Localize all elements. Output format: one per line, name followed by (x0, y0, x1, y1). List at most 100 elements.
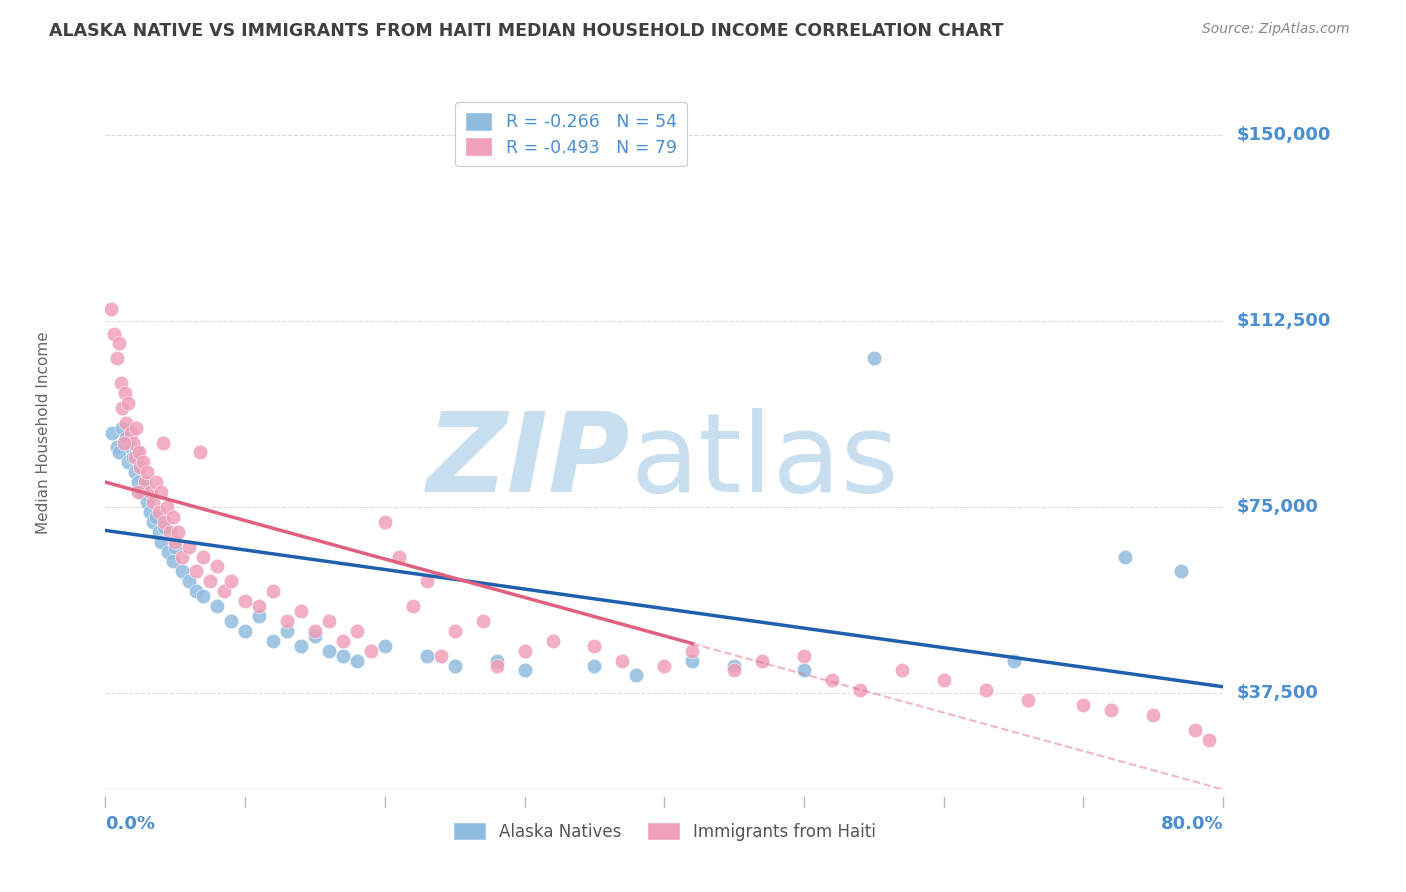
Point (793, 664, 815, 678)
Text: $112,500: $112,500 (1237, 312, 1331, 330)
Point (541, 633, 564, 648)
Point (131, 485, 153, 500)
Point (212, 584, 235, 599)
Point (318, 643, 340, 657)
Point (115, 416, 138, 430)
Point (139, 485, 162, 500)
Point (1099, 703, 1122, 717)
Point (681, 643, 703, 657)
Point (304, 624, 326, 638)
Text: Source: ZipAtlas.com: Source: ZipAtlas.com (1202, 22, 1350, 37)
Point (124, 465, 146, 479)
Point (863, 351, 886, 366)
Point (108, 336, 131, 351)
Point (304, 629, 326, 643)
Point (148, 524, 170, 539)
Point (360, 643, 382, 657)
Text: $150,000: $150,000 (1237, 127, 1331, 145)
Point (122, 435, 145, 450)
Text: $75,000: $75,000 (1237, 498, 1319, 516)
Point (626, 668, 648, 682)
Point (132, 455, 155, 469)
Point (793, 648, 815, 663)
Point (117, 396, 139, 410)
Legend: Alaska Natives, Immigrants from Haiti: Alaska Natives, Immigrants from Haiti (444, 814, 884, 849)
Point (1017, 693, 1039, 707)
Point (120, 441, 142, 455)
Point (513, 664, 536, 678)
Point (849, 683, 872, 698)
Point (443, 658, 465, 673)
Point (139, 505, 162, 519)
Point (167, 524, 190, 539)
Point (932, 673, 955, 688)
Point (100, 301, 122, 316)
Text: ZIP: ZIP (427, 408, 631, 515)
Point (513, 643, 536, 657)
Text: 80.0%: 80.0% (1160, 814, 1223, 832)
Point (233, 624, 256, 638)
Point (111, 420, 134, 434)
Point (485, 658, 508, 673)
Point (172, 549, 194, 564)
Point (145, 509, 167, 524)
Point (156, 500, 179, 514)
Point (153, 520, 176, 534)
Point (129, 460, 152, 475)
Point (150, 485, 173, 500)
Point (108, 445, 131, 459)
Point (179, 540, 201, 554)
Point (127, 475, 149, 490)
Point (219, 574, 242, 589)
Point (471, 614, 494, 628)
Point (145, 475, 167, 490)
Point (186, 584, 208, 599)
Point (262, 633, 284, 648)
Point (723, 664, 745, 678)
Point (219, 614, 242, 628)
Point (172, 565, 194, 579)
Point (105, 351, 128, 366)
Point (190, 445, 212, 459)
Point (1002, 654, 1025, 668)
Point (142, 515, 165, 529)
Point (1170, 565, 1192, 579)
Point (332, 648, 354, 663)
Point (157, 544, 180, 558)
Point (125, 420, 148, 434)
Text: 0.0%: 0.0% (105, 814, 156, 832)
Point (1198, 732, 1220, 747)
Point (101, 425, 124, 440)
Point (416, 574, 439, 589)
Point (346, 624, 368, 638)
Point (122, 450, 145, 465)
Point (1114, 549, 1136, 564)
Point (276, 624, 298, 638)
Point (200, 574, 222, 589)
Point (165, 540, 187, 554)
Point (652, 658, 676, 673)
Point (193, 589, 215, 603)
Point (125, 445, 148, 459)
Text: atlas: atlas (631, 408, 900, 515)
Point (134, 475, 156, 490)
Point (723, 658, 745, 673)
Point (105, 441, 128, 455)
Point (346, 654, 368, 668)
Point (193, 549, 215, 564)
Point (112, 435, 135, 450)
Point (114, 386, 136, 401)
Point (186, 565, 208, 579)
Point (165, 534, 187, 549)
Point (120, 425, 142, 440)
Point (612, 654, 634, 668)
Point (583, 658, 606, 673)
Point (103, 326, 125, 341)
Point (142, 495, 165, 509)
Point (583, 639, 606, 653)
Point (485, 654, 508, 668)
Point (134, 475, 156, 490)
Text: Median Household Income: Median Household Income (37, 331, 52, 534)
Point (318, 614, 340, 628)
Point (751, 654, 773, 668)
